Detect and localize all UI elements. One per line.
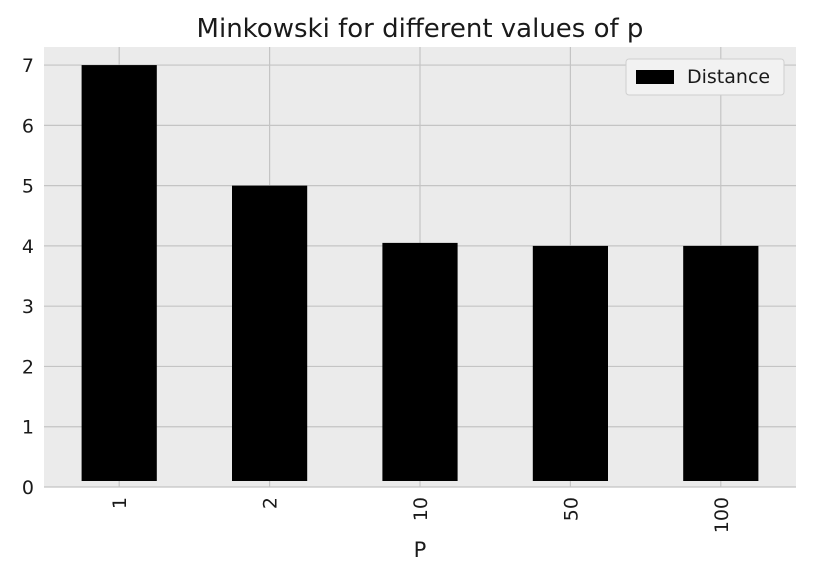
bar-10: [382, 242, 458, 481]
legend-box: [625, 58, 785, 96]
x-tick-label: 2: [260, 497, 282, 509]
x-axis-label: P: [414, 538, 427, 562]
bar-100: [683, 245, 759, 481]
y-tick-label: 7: [22, 55, 34, 77]
x-tick-labels: 1 2 10 50 100: [109, 497, 733, 533]
y-tick-label: 5: [22, 176, 34, 198]
y-tick-label: 1: [22, 417, 34, 439]
y-tick-label: 3: [22, 296, 34, 318]
legend-label: Distance: [687, 66, 770, 88]
y-tick-label: 4: [22, 236, 34, 258]
x-tick-label: 1: [109, 497, 131, 509]
chart-title: Minkowski for different values of p: [197, 14, 644, 44]
legend: Distance: [625, 58, 785, 96]
y-tick-label: 6: [22, 115, 34, 137]
bar-1: [81, 65, 157, 482]
bar-2: [232, 185, 308, 482]
y-tick-label: 2: [22, 356, 34, 378]
y-tick-labels: 0 1 2 3 4 5 6 7: [22, 55, 34, 499]
y-tick-label: 0: [22, 477, 34, 499]
legend-swatch: [636, 70, 674, 84]
bars: [81, 65, 759, 482]
x-tick-label: 50: [560, 497, 582, 521]
x-tick-label: 100: [711, 497, 733, 533]
x-tick-label: 10: [410, 497, 432, 521]
bar-50: [532, 245, 608, 481]
